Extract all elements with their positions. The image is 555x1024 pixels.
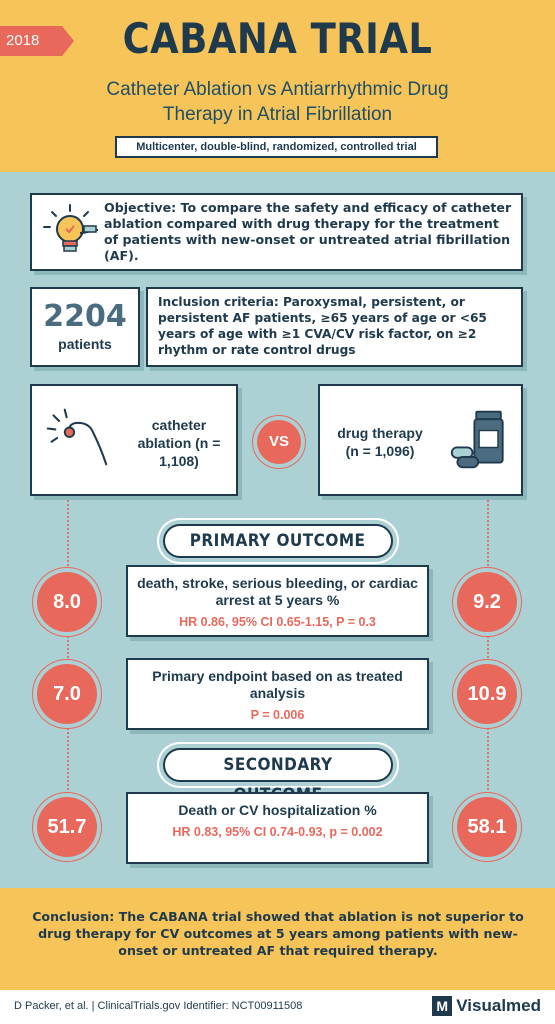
outcome-box: Primary endpoint based on as treated ana…	[126, 658, 429, 730]
drug-arm-label: drug therapy (n = 1,096)	[337, 425, 423, 459]
patients-count: 2204	[43, 299, 127, 334]
patients-label: patients	[58, 336, 112, 352]
outcome-stat: HR 0.86, 95% CI 0.65-1.15, P = 0.3	[179, 615, 376, 629]
ablation-value-circle: 8.0	[37, 572, 97, 632]
outcome-text: Death or CV hospitalization %	[178, 802, 377, 818]
header-band: 2018 CABANA TRIAL Catheter Ablation vs A…	[0, 0, 555, 172]
page-title: CABANA TRIAL	[122, 14, 433, 63]
outcome-stat: P = 0.006	[250, 708, 305, 722]
lightbulb-icon	[43, 204, 98, 252]
brand-logo: M Visualmed	[432, 996, 541, 1016]
outcome-stat: HR 0.83, 95% CI 0.74-0.93, p = 0.002	[172, 825, 383, 839]
objective-box: Objective: To compare the safety and eff…	[30, 193, 523, 271]
ablation-value-circle: 7.0	[37, 664, 97, 724]
drug-value-circle: 58.1	[457, 797, 517, 857]
secondary-outcome-heading: SECONDARY OUTCOME	[163, 748, 393, 805]
inclusion-box: Inclusion criteria: Paroxysmal, persiste…	[146, 287, 523, 367]
primary-outcome-heading: PRIMARY OUTCOME	[163, 524, 393, 558]
drug-connector-line	[487, 496, 489, 826]
pill-bottle-icon	[450, 410, 504, 469]
ablation-arm-box: catheter ablation (n = 1,108)	[30, 384, 238, 496]
outcome-text: death, stroke, serious bleeding, or card…	[137, 575, 418, 608]
inclusion-text: Inclusion criteria: Paroxysmal, persiste…	[158, 295, 487, 357]
page-subtitle: Catheter Ablation vs Antiarrhythmic Drug…	[106, 79, 449, 125]
conclusion-band: Conclusion: The CABANA trial showed that…	[0, 888, 555, 990]
objective-text: Objective: To compare the safety and eff…	[104, 200, 512, 263]
year-ribbon: 2018	[0, 26, 74, 56]
drug-value-circle: 9.2	[457, 572, 517, 632]
conclusion-text: Conclusion: The CABANA trial showed that…	[32, 909, 524, 958]
trial-design-badge: Multicenter, double-blind, randomized, c…	[115, 136, 438, 158]
drug-value-circle: 10.9	[457, 664, 517, 724]
citation-text: D Packer, et al. | ClinicalTrials.gov Id…	[14, 1000, 303, 1012]
outcome-box: Death or CV hospitalization % HR 0.83, 9…	[126, 792, 429, 864]
ablation-value-circle: 51.7	[37, 797, 97, 857]
vs-badge: VS	[257, 420, 301, 464]
catheter-icon	[46, 408, 108, 466]
drug-arm-box: drug therapy (n = 1,096)	[318, 384, 523, 496]
footer: D Packer, et al. | ClinicalTrials.gov Id…	[0, 990, 555, 1024]
ablation-arm-label: catheter ablation (n = 1,108)	[137, 417, 221, 469]
ablation-connector-line	[67, 496, 69, 826]
brand-name: Visualmed	[456, 996, 541, 1015]
outcome-box: death, stroke, serious bleeding, or card…	[126, 565, 429, 637]
patients-box: 2204 patients	[30, 287, 140, 367]
primary-outcome-heading-text: PRIMARY OUTCOME	[190, 531, 366, 551]
brand-mark-icon: M	[432, 996, 453, 1016]
outcome-text: Primary endpoint based on as treated ana…	[152, 668, 403, 701]
